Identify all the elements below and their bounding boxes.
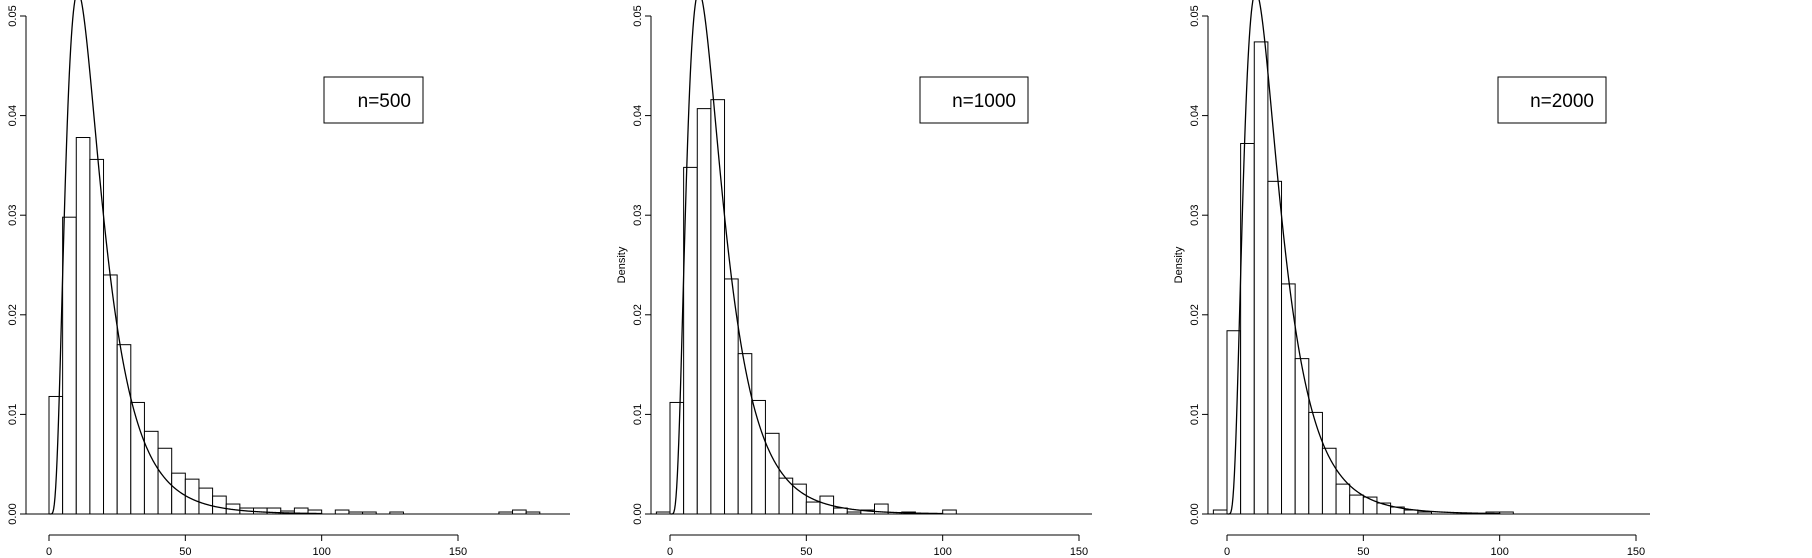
histogram-bar [805, 501, 821, 515]
density-curve [670, 0, 944, 515]
x-tick-label: 50 [1357, 546, 1369, 558]
histogram-bar [1253, 41, 1269, 515]
y-tick-label: 0.03 [7, 204, 19, 225]
histogram-bar [198, 487, 214, 515]
legend-label: n=1000 [952, 91, 1016, 112]
x-tick-label: 0 [46, 546, 52, 558]
y-axis-title: Density [1173, 246, 1185, 283]
histogram-bar [1281, 283, 1296, 515]
legend-box [1497, 76, 1607, 124]
histogram-bar [143, 430, 159, 515]
histogram-bar [1212, 509, 1228, 515]
y-tick-label: 0.03 [632, 204, 644, 225]
histogram-bar [334, 509, 350, 515]
histogram-bar [669, 401, 685, 515]
x-tick-label: 100 [933, 546, 951, 558]
density-curve [49, 0, 323, 515]
y-tick-label: 0.00 [1189, 503, 1201, 524]
y-tick-label: 0.04 [632, 105, 644, 126]
y-tick-label: 0.01 [7, 404, 19, 425]
histogram-bar [942, 509, 957, 515]
x-tick-label: 0 [667, 546, 673, 558]
histogram-bar [792, 483, 807, 515]
y-tick-label: 0.02 [632, 304, 644, 325]
legend-box [919, 76, 1029, 124]
y-tick-label: 0.05 [632, 5, 644, 26]
x-tick-label: 0 [1224, 546, 1230, 558]
legend-label: n=500 [358, 91, 411, 112]
y-tick-label: 0.05 [1189, 5, 1201, 26]
x-tick-label: 50 [179, 546, 191, 558]
y-tick-label: 0.05 [7, 5, 19, 26]
legend-label: n=2000 [1530, 91, 1594, 112]
y-tick-label: 0.00 [632, 503, 644, 524]
y-tick-label: 0.04 [7, 105, 19, 126]
y-tick-label: 0.04 [1189, 105, 1201, 126]
histogram-bar [1308, 411, 1323, 515]
histogram-bar [157, 447, 173, 515]
histogram-bar [89, 158, 105, 515]
histogram-bar [737, 353, 753, 515]
histogram-bar [1349, 494, 1364, 515]
y-tick-label: 0.00 [7, 503, 19, 524]
x-tick-label: 150 [449, 546, 467, 558]
y-axis-title: Density [616, 246, 628, 283]
chart-panel-1: 0.00 0.01 0.02 0.03 0.04 0.05 0 50 100 150 n=500 [7, 0, 570, 558]
histogram-bar [1267, 180, 1283, 515]
x-tick-label: 100 [1490, 546, 1508, 558]
histogram-bar [710, 99, 726, 515]
histogram-bar [171, 472, 186, 515]
y-tick-label: 0.01 [1189, 404, 1201, 425]
y-tick-label: 0.03 [1189, 204, 1201, 225]
chart-panel-3: 0.00 0.01 0.02 0.03 0.04 0.05 Density 0 50 100 150… [1173, 0, 1650, 558]
y-tick-label: 0.02 [1189, 304, 1201, 325]
histogram-bar [116, 344, 132, 515]
histogram-bar [212, 495, 227, 515]
chart-panel-2: 0.00 0.01 0.02 0.03 0.04 0.05 Density 0 50 100 150… [616, 0, 1092, 558]
legend-box [323, 76, 424, 124]
x-tick-label: 50 [800, 546, 812, 558]
y-tick-label: 0.02 [7, 304, 19, 325]
histogram-bar [75, 137, 91, 515]
x-tick-label: 100 [312, 546, 330, 558]
x-tick-label: 150 [1070, 546, 1088, 558]
x-tick-label: 150 [1627, 546, 1645, 558]
histogram-bar [512, 509, 527, 515]
histogram-bar [751, 399, 766, 515]
histogram-bar [1294, 358, 1310, 515]
histogram-bar [130, 401, 145, 515]
y-tick-label: 0.01 [632, 404, 644, 425]
histogram-bar [48, 395, 64, 515]
histogram-bar [1335, 483, 1351, 515]
density-curve [1227, 0, 1501, 515]
histogram-bar [62, 216, 77, 515]
histogram-bar [764, 432, 780, 515]
histogram-bar [696, 108, 712, 515]
